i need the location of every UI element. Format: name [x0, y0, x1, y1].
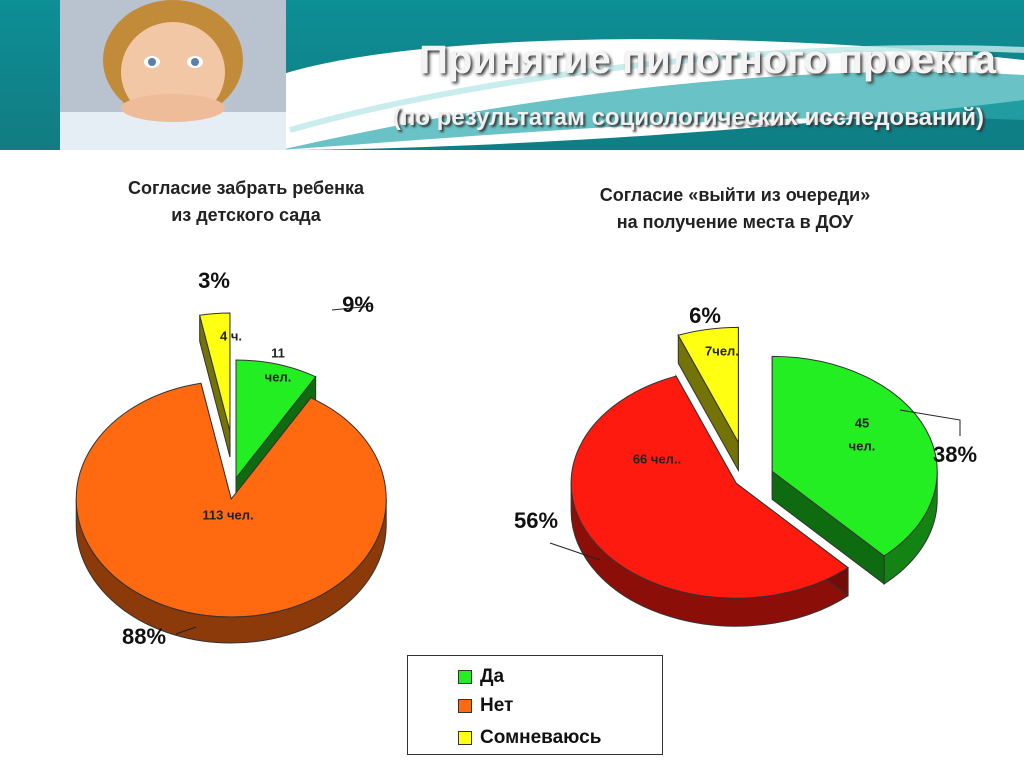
chart1-leader-1: [175, 626, 197, 635]
chart1-data-label-1: 113 чел.: [202, 507, 253, 522]
chart1-percent-label-2: 3%: [198, 268, 230, 293]
slide-title: Принятие пилотного проекта: [419, 38, 996, 82]
chart2-data-label-0-line2: чел.: [849, 438, 876, 453]
chart2-title: Согласие «выйти из очереди» на получение…: [550, 182, 920, 236]
child-photo: [60, 0, 286, 150]
chart2-slice-doubt: [677, 326, 739, 445]
chart1-title-line1: Согласие забрать ребенка: [127, 178, 365, 198]
chart1-leader-0: [331, 305, 373, 311]
legend-item-no: Нет: [458, 694, 513, 718]
legend-item-doubt: Сомневаюсь: [458, 726, 601, 750]
legend-item-yes: Да: [458, 665, 504, 689]
chart2-leader-0: [899, 409, 961, 436]
chart2-percent-label-1: 56%: [514, 508, 558, 533]
chart2-percent-label-2: 6%: [689, 303, 721, 328]
chart2-percent-label-0: 38%: [933, 442, 977, 467]
chart-legend: Да Нет Сомневаюсь: [407, 655, 663, 755]
chart2-title-line1: Согласие «выйти из очереди»: [599, 185, 871, 205]
chart1-data-label-0-line1: 11: [271, 345, 285, 360]
chart2-slice-no: [570, 375, 849, 599]
chart1-slice-yes: [235, 359, 317, 480]
slide-subtitle: (по результатам социологических исследов…: [392, 104, 984, 131]
chart1-slice-no: [75, 382, 387, 618]
chart2-slice-yes: [771, 355, 938, 557]
legend-swatch-yes: [458, 670, 472, 684]
chart2-data-label-2: 7чел.: [705, 343, 739, 358]
chart2-data-label-1: 66 чел..: [633, 451, 681, 466]
chart2-title-line2: на получение места в ДОУ: [616, 212, 854, 232]
chart2-data-label-0-line1: 45: [855, 415, 869, 430]
chart1-title: Согласие забрать ребенка из детского сад…: [96, 175, 396, 229]
legend-label-no: Нет: [480, 695, 514, 716]
legend-label-yes: Да: [480, 666, 505, 687]
chart1-percent-label-1: 88%: [122, 624, 166, 649]
legend-swatch-no: [458, 699, 472, 713]
chart2-leader-1: [549, 542, 601, 561]
legend-swatch-doubt: [458, 731, 472, 745]
chart1-percent-label-0: 9%: [342, 292, 374, 317]
legend-label-doubt: Сомневаюсь: [480, 727, 602, 748]
chart1-data-label-0-line2: чел.: [265, 369, 292, 384]
chart1-slice-doubt: [199, 312, 231, 432]
chart1-data-label-2: 4 ч.: [220, 328, 242, 343]
chart1-title-line2: из детского сада: [171, 205, 321, 225]
